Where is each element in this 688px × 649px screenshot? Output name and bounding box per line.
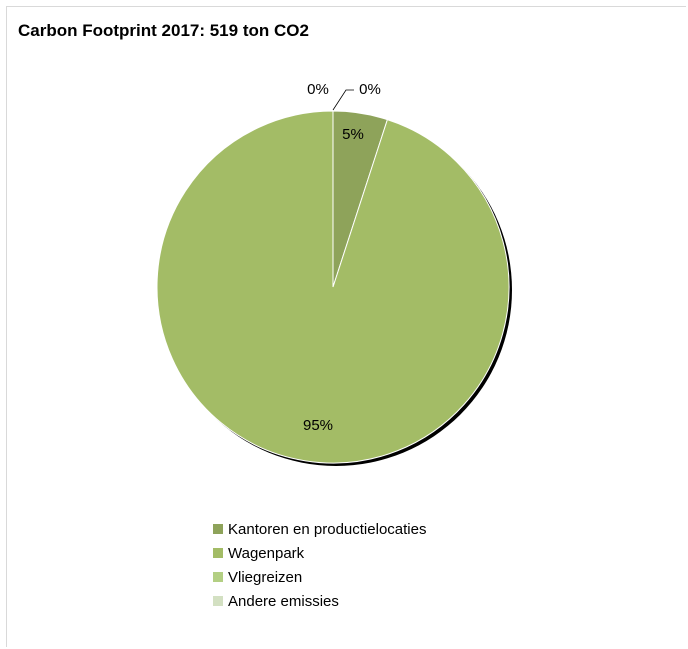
- legend-label: Vliegreizen: [228, 568, 303, 586]
- data-label-1: 5%: [342, 126, 364, 143]
- legend-item: Andere emissies: [213, 589, 426, 613]
- data-label-3: 0%: [307, 81, 329, 98]
- legend-swatch: [213, 548, 223, 558]
- legend-label: Wagenpark: [228, 544, 305, 562]
- chart-frame: [6, 6, 686, 647]
- data-label-2: 95%: [303, 417, 333, 434]
- legend-swatch: [213, 596, 223, 606]
- legend-item: Kantoren en productielocaties: [213, 517, 426, 541]
- legend-label: Andere emissies: [228, 592, 339, 610]
- legend-item: Vliegreizen: [213, 565, 426, 589]
- chart-title: Carbon Footprint 2017: 519 ton CO2: [18, 21, 309, 40]
- legend-item: Wagenpark: [213, 541, 426, 565]
- legend-swatch: [213, 572, 223, 582]
- legend-swatch: [213, 524, 223, 534]
- data-label-4: 0%: [359, 81, 381, 98]
- legend-label: Kantoren en productielocaties: [228, 520, 427, 538]
- leader-line: [332, 89, 354, 111]
- legend: Kantoren en productielocaties Wagenpark Vl…: [213, 517, 426, 613]
- pie-slice-wagenpark: [156, 110, 510, 464]
